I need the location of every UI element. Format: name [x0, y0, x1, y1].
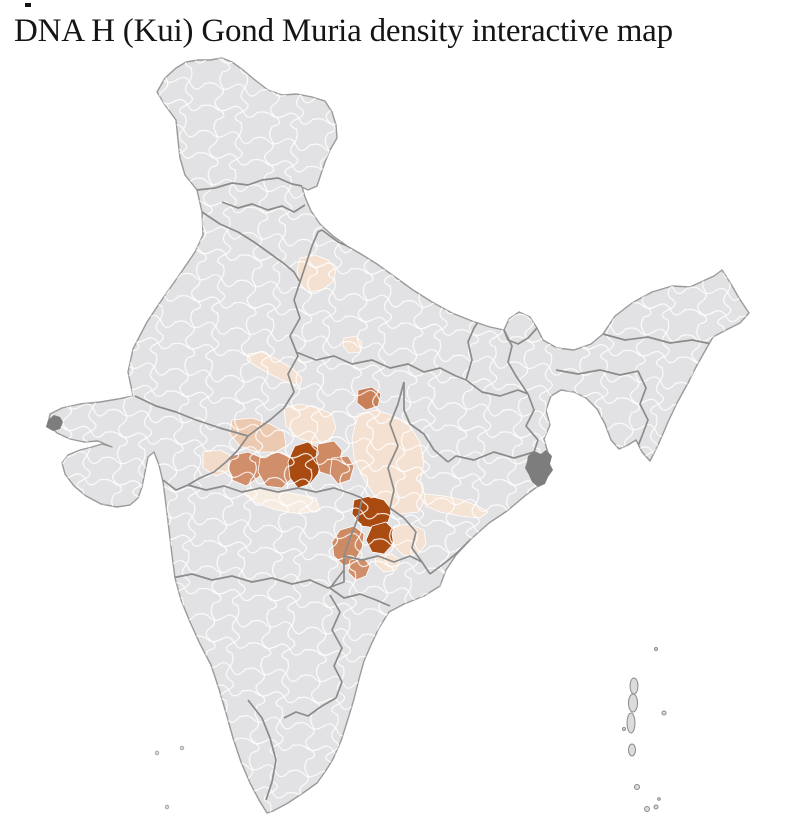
page-title: DNA H (Kui) Gond Muria density interacti… — [14, 13, 673, 49]
state-borders — [134, 177, 727, 801]
corner-mark — [25, 3, 31, 7]
andaman-nicobar-chain[interactable] — [622, 647, 667, 812]
west-coast-patch[interactable] — [46, 415, 63, 431]
sundarbans-delta-patch[interactable] — [525, 450, 553, 487]
lakshadweep-dots[interactable] — [154, 745, 185, 810]
